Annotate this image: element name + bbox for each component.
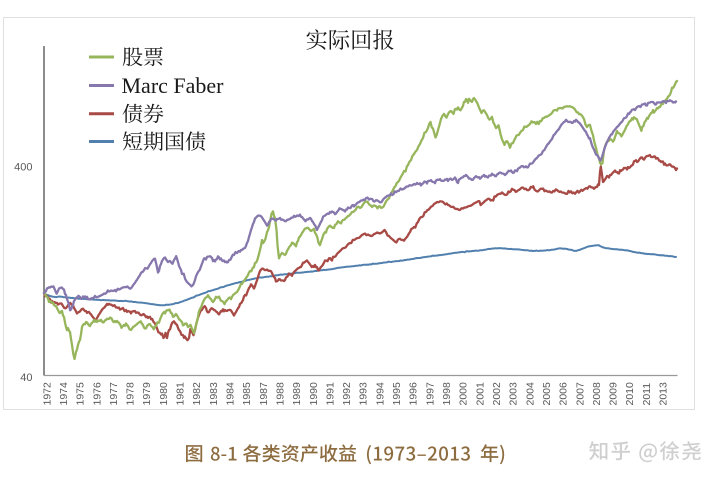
svg-text:Marc Faber: Marc Faber bbox=[122, 73, 225, 98]
svg-text:1993: 1993 bbox=[358, 382, 370, 406]
svg-text:1997: 1997 bbox=[424, 382, 436, 406]
svg-text:1977: 1977 bbox=[108, 382, 120, 406]
svg-text:1982: 1982 bbox=[191, 382, 203, 406]
svg-text:40: 40 bbox=[20, 372, 32, 384]
svg-text:1985: 1985 bbox=[241, 382, 253, 406]
svg-text:2000: 2000 bbox=[458, 382, 470, 406]
svg-text:1987: 1987 bbox=[258, 382, 270, 406]
svg-text:2011: 2011 bbox=[641, 383, 653, 406]
svg-text:1983: 1983 bbox=[208, 382, 220, 406]
svg-text:2009: 2009 bbox=[608, 382, 620, 406]
svg-text:1995: 1995 bbox=[391, 382, 403, 406]
svg-text:1998: 1998 bbox=[441, 382, 453, 406]
svg-text:2003: 2003 bbox=[508, 382, 520, 406]
svg-text:2002: 2002 bbox=[491, 382, 503, 406]
svg-text:1984: 1984 bbox=[225, 382, 237, 406]
svg-text:1981: 1981 bbox=[175, 382, 187, 406]
svg-text:1974: 1974 bbox=[58, 382, 70, 406]
svg-text:1996: 1996 bbox=[408, 382, 420, 406]
svg-text:2006: 2006 bbox=[558, 382, 570, 406]
svg-text:1976: 1976 bbox=[91, 382, 103, 406]
svg-text:2005: 2005 bbox=[541, 382, 553, 406]
svg-text:1975: 1975 bbox=[75, 382, 87, 406]
svg-text:1988: 1988 bbox=[275, 382, 287, 406]
svg-text:1978: 1978 bbox=[125, 382, 137, 406]
svg-text:400: 400 bbox=[14, 162, 32, 174]
svg-text:1991: 1991 bbox=[324, 382, 336, 406]
svg-text:1972: 1972 bbox=[41, 382, 53, 406]
svg-text:2010: 2010 bbox=[624, 382, 636, 406]
svg-text:1992: 1992 bbox=[341, 382, 353, 406]
svg-text:1989: 1989 bbox=[291, 382, 303, 406]
svg-text:2013: 2013 bbox=[658, 382, 670, 406]
svg-text:1990: 1990 bbox=[308, 382, 320, 406]
svg-text:2001: 2001 bbox=[474, 382, 486, 406]
svg-text:2004: 2004 bbox=[524, 382, 536, 406]
svg-text:1980: 1980 bbox=[158, 382, 170, 406]
svg-text:1979: 1979 bbox=[141, 382, 153, 406]
svg-text:2007: 2007 bbox=[574, 382, 586, 406]
svg-text:1994: 1994 bbox=[374, 382, 386, 406]
svg-text:2008: 2008 bbox=[591, 382, 603, 406]
